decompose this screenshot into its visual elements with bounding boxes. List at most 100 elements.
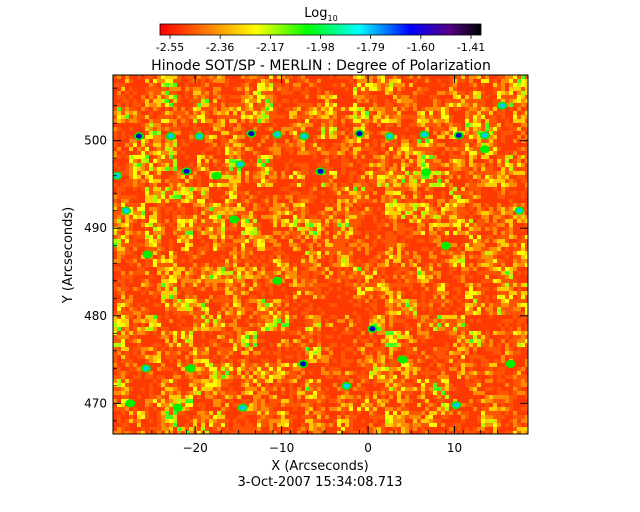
- heatmap-cell: [465, 107, 469, 111]
- heatmap-cell: [405, 327, 409, 331]
- heatmap-cell: [517, 91, 521, 95]
- heatmap-cell: [517, 247, 521, 251]
- heatmap-cell: [129, 203, 133, 207]
- heatmap-cell: [485, 107, 489, 111]
- heatmap-cell: [301, 367, 305, 371]
- heatmap-cell: [525, 259, 528, 263]
- heatmap-cell: [457, 211, 461, 215]
- heatmap-cell: [477, 143, 481, 147]
- heatmap-cell: [389, 187, 393, 191]
- heatmap-cell: [393, 299, 397, 303]
- heatmap-cell: [221, 319, 225, 323]
- heatmap-cell: [481, 183, 485, 187]
- heatmap-cell: [125, 219, 129, 223]
- heatmap-cell: [277, 367, 281, 371]
- heatmap-cell: [353, 151, 357, 155]
- heatmap-cell: [197, 267, 201, 271]
- heatmap-cell: [145, 87, 149, 91]
- heatmap-cell: [321, 359, 325, 363]
- heatmap-cell: [269, 311, 273, 315]
- heatmap-cell: [497, 279, 501, 283]
- heatmap-cell: [285, 299, 289, 303]
- heatmap-cell: [333, 123, 337, 127]
- heatmap-cell: [389, 319, 393, 323]
- heatmap-cell: [217, 295, 221, 299]
- heatmap-cell: [489, 147, 493, 151]
- heatmap-cell: [373, 319, 377, 323]
- heatmap-cell: [525, 307, 528, 311]
- heatmap-cell: [157, 147, 161, 151]
- heatmap-cell: [405, 199, 409, 203]
- heatmap-cell: [469, 183, 473, 187]
- heatmap-cell: [381, 279, 385, 283]
- heatmap-cell: [141, 99, 145, 103]
- heatmap-cell: [133, 175, 137, 179]
- heatmap-cell: [497, 259, 501, 263]
- heatmap-cell: [117, 343, 121, 347]
- heatmap-cell: [469, 363, 473, 367]
- heatmap-cell: [229, 115, 233, 119]
- heatmap-cell: [457, 79, 461, 83]
- heatmap-cell: [265, 371, 269, 375]
- heatmap-cell: [133, 99, 137, 103]
- heatmap-cell: [221, 359, 225, 363]
- heatmap-cell: [285, 147, 289, 151]
- heatmap-cell: [469, 95, 473, 99]
- heatmap-cell: [521, 215, 525, 219]
- heatmap-cell: [377, 347, 381, 351]
- heatmap-cell: [501, 175, 505, 179]
- heatmap-cell: [453, 255, 457, 259]
- heatmap-cell: [393, 223, 397, 227]
- heatmap-cell: [357, 247, 361, 251]
- heatmap-cell: [165, 79, 169, 83]
- heatmap-cell: [129, 331, 133, 335]
- heatmap-cell: [225, 215, 229, 219]
- heatmap-cell: [165, 267, 169, 271]
- heatmap-cell: [517, 251, 521, 255]
- heatmap-cell: [453, 147, 457, 151]
- heatmap-cell: [493, 287, 497, 291]
- heatmap-cell: [453, 203, 457, 207]
- heatmap-cell: [233, 135, 237, 139]
- heatmap-cell: [237, 367, 241, 371]
- heatmap-cell: [405, 179, 409, 183]
- heatmap-cell: [373, 103, 377, 107]
- heatmap-cell: [157, 103, 161, 107]
- heatmap-cell: [133, 307, 137, 311]
- heatmap-cell: [273, 207, 277, 211]
- heatmap-cell: [161, 283, 165, 287]
- heatmap-cell: [277, 211, 281, 215]
- heatmap-cell: [473, 223, 477, 227]
- heatmap-cell: [417, 143, 421, 147]
- heatmap-cell: [457, 255, 461, 259]
- heatmap-cell: [409, 259, 413, 263]
- heatmap-cell: [489, 259, 493, 263]
- heatmap-cell: [389, 295, 393, 299]
- heatmap-cell: [477, 131, 481, 135]
- heatmap-cell: [177, 359, 181, 363]
- heatmap-cell: [253, 363, 257, 367]
- heatmap-cell: [489, 251, 493, 255]
- heatmap-cell: [153, 119, 157, 123]
- heatmap-cell: [317, 111, 321, 115]
- heatmap-cell: [373, 255, 377, 259]
- heatmap-cell: [117, 107, 121, 111]
- heatmap-cell: [273, 223, 277, 227]
- heatmap-cell: [293, 367, 297, 371]
- heatmap-cell: [185, 371, 189, 375]
- heatmap-cell: [473, 347, 477, 351]
- heatmap-cell: [129, 139, 133, 143]
- heatmap-cell: [329, 119, 333, 123]
- heatmap-cell: [185, 251, 189, 255]
- heatmap-cell: [361, 199, 365, 203]
- heatmap-cell: [249, 251, 253, 255]
- heatmap-cell: [461, 319, 465, 323]
- heatmap-cell: [393, 211, 397, 215]
- heatmap-cell: [377, 179, 381, 183]
- heatmap-cell: [381, 159, 385, 163]
- heatmap-cell: [417, 195, 421, 199]
- heatmap-cell: [465, 347, 469, 351]
- heatmap-cell: [205, 223, 209, 227]
- heatmap-cell: [141, 279, 145, 283]
- heatmap-cell: [157, 291, 161, 295]
